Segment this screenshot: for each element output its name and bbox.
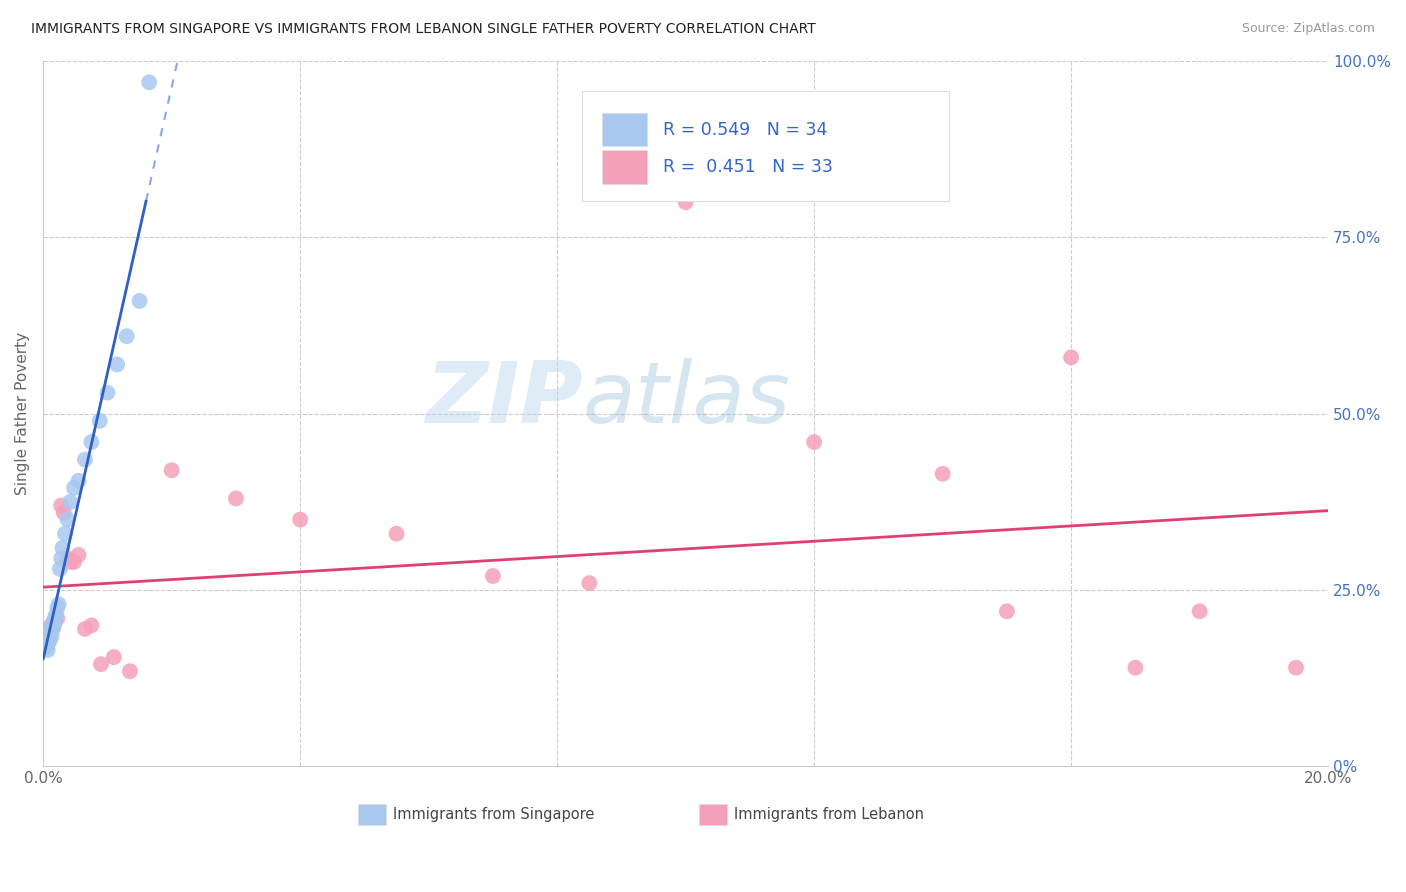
Point [73,622,96,636]
Point [128,293,150,308]
Point [80,435,103,450]
Point [225,491,247,506]
Point [51,499,73,513]
Y-axis label: Single Father Poverty: Single Father Poverty [15,332,30,495]
Point [1188,604,1211,618]
Point [42,615,65,629]
Text: IMMIGRANTS FROM SINGAPORE VS IMMIGRANTS FROM LEBANON SINGLE FATHER POVERTY CORRE: IMMIGRANTS FROM SINGAPORE VS IMMIGRANTS … [31,22,815,37]
Text: Source: ZipAtlas.com: Source: ZipAtlas.com [1241,22,1375,36]
Point [67,548,90,562]
FancyBboxPatch shape [602,112,647,146]
Point [37,643,59,657]
Point [118,665,141,679]
Point [39,622,62,636]
Point [42,618,65,632]
Point [803,435,825,450]
Point [1060,351,1083,365]
Point [385,526,408,541]
FancyBboxPatch shape [582,91,949,201]
Point [39,632,62,647]
Text: R =  0.451   N = 33: R = 0.451 N = 33 [662,158,832,176]
Text: Immigrants from Singapore: Immigrants from Singapore [392,807,595,822]
Point [73,452,96,467]
Text: atlas: atlas [583,359,790,442]
Point [56,513,79,527]
Point [115,329,138,343]
Point [290,513,312,527]
Point [89,414,111,428]
Text: ZIP: ZIP [425,359,583,442]
Text: R = 0.549   N = 34: R = 0.549 N = 34 [662,120,827,138]
Point [105,358,128,372]
FancyBboxPatch shape [602,150,647,184]
Point [96,385,118,400]
Point [48,597,70,611]
Point [103,650,125,665]
Point [63,555,86,569]
Point [56,551,79,566]
Point [37,629,59,643]
Point [35,636,58,650]
Point [45,607,67,622]
Point [63,481,86,495]
Point [160,463,183,477]
Point [995,604,1018,618]
Point [35,636,58,650]
Point [53,526,76,541]
Point [931,467,953,481]
Point [39,618,62,632]
Point [42,622,65,636]
Point [138,75,160,89]
Point [35,632,58,647]
Point [42,618,65,632]
Point [675,195,697,210]
Point [41,629,63,643]
Point [51,551,73,566]
FancyBboxPatch shape [699,804,727,825]
Point [44,611,66,625]
Point [35,640,58,654]
Point [38,629,60,643]
Point [90,657,112,672]
Point [578,576,600,591]
Point [59,555,82,569]
Point [482,569,505,583]
Point [1125,661,1147,675]
Point [41,622,63,636]
Point [59,495,82,509]
Point [38,622,60,636]
Point [1285,661,1308,675]
Point [46,600,69,615]
Point [46,611,69,625]
Point [52,506,75,520]
Text: Immigrants from Lebanon: Immigrants from Lebanon [734,807,925,822]
Point [80,618,103,632]
Point [44,615,66,629]
FancyBboxPatch shape [359,804,387,825]
Point [37,636,59,650]
Point [49,562,72,576]
Point [35,640,58,654]
Point [51,541,73,555]
Point [38,625,60,640]
Point [67,474,90,488]
